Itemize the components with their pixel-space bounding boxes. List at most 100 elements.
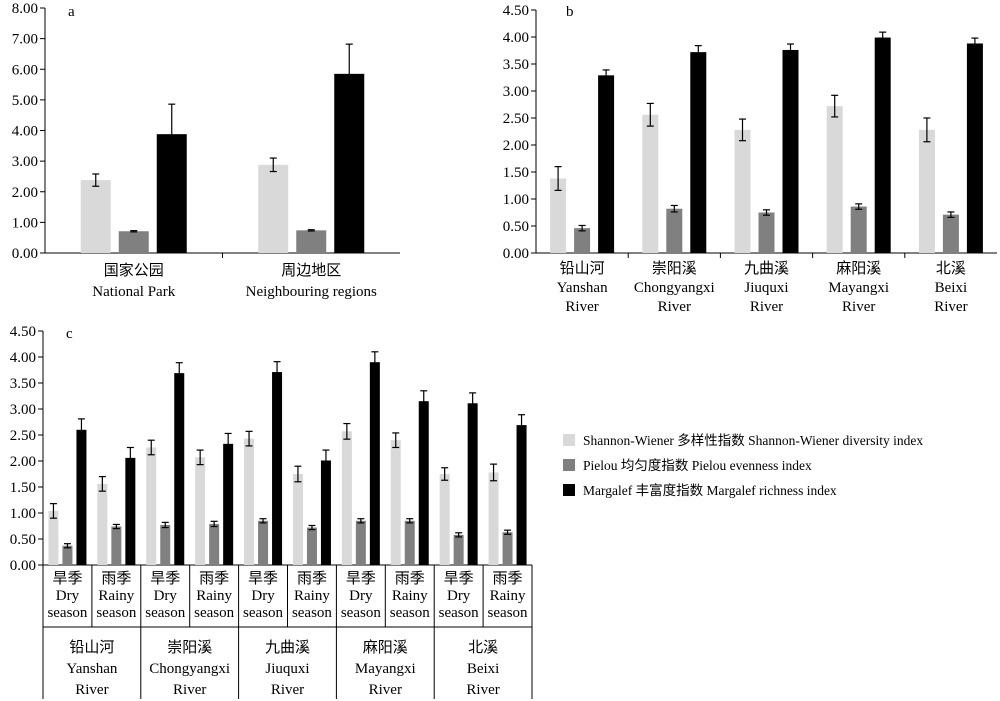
panel-c-season-cn: 雨季	[199, 570, 229, 587]
panel-c-shannon-bar	[244, 438, 255, 565]
panel-b-category-cn: 铅山河	[560, 260, 605, 277]
panel-b-label: b	[566, 4, 574, 20]
panel-b-y-tick-label: 3.00	[503, 84, 529, 100]
panel-c-pielou-bar	[306, 527, 317, 565]
panel-b-y-tick-label: 1.00	[503, 192, 529, 208]
panel-b-margalef-bar	[782, 49, 799, 254]
panel-c-margalef-bar	[125, 457, 136, 565]
panel-c-y-tick-label: 4.00	[10, 350, 36, 366]
panel-a-y-tick-label: 0.00	[12, 246, 38, 262]
panel-a-chart: 0.00 1.00 2.00 3.00 4.00 5.00 6.00 7.00 8.00 国家公园…	[12, 1, 400, 300]
legend-label-margalef: Margalef 丰富度指数 Margalef richness index	[583, 482, 837, 498]
panel-b-y-tick-label: 4.50	[503, 3, 529, 19]
panel-b-category-en: River	[934, 299, 967, 315]
panel-b-y-tick-label: 0.00	[503, 246, 529, 262]
panel-c-season-en: season	[390, 605, 430, 621]
panel-c-season-cn: 雨季	[395, 570, 425, 587]
panel-b-category-cn: 九曲溪	[744, 260, 789, 277]
panel-c-pielou-bar	[111, 526, 122, 565]
panel-a-category-en: Neighbouring regions	[246, 284, 377, 300]
panel-c-season-cn: 雨季	[297, 570, 327, 587]
panel-b-category-en: Yanshan	[557, 280, 608, 296]
panel-b-category-cn: 麻阳溪	[836, 260, 881, 277]
panel-b-shannon-bar	[918, 129, 935, 253]
panel-a-shannon-bar	[258, 164, 289, 253]
panel-c-river-en: River	[369, 682, 402, 698]
panel-c-margalef-bar	[174, 373, 185, 565]
panel-c-shannon-bar	[390, 440, 401, 565]
panel-c-season-en: season	[96, 605, 136, 621]
panel-c-margalef-bar	[76, 429, 87, 565]
panel-b-category-en: Jiuquxi	[744, 280, 788, 296]
panel-c-season-en: Rainy	[196, 588, 232, 604]
legend-swatch-pielou	[563, 459, 575, 471]
panel-c-shannon-bar	[439, 474, 450, 565]
panel-c-season-cn: 雨季	[101, 570, 131, 587]
panel-c-season-en: season	[341, 605, 381, 621]
panel-c-label: c	[66, 326, 73, 342]
panel-c-y-tick-label: 0.00	[10, 558, 36, 574]
panel-c-season-en: Dry	[154, 588, 178, 604]
legend-swatch-shannon	[563, 434, 575, 446]
panel-b-pielou-bar	[942, 214, 959, 253]
panel-a-y-tick-label: 7.00	[12, 32, 38, 48]
panel-c-season-en: season	[194, 605, 234, 621]
panel-c-shannon-bar	[341, 431, 352, 565]
panel-b-shannon-bar	[550, 178, 567, 253]
panel-c-shannon-bar	[488, 472, 499, 565]
panel-c-season-cn: 旱季	[150, 570, 180, 587]
panel-b-pielou-bar	[758, 212, 775, 253]
panel-c-river-cn: 麻阳溪	[363, 639, 408, 656]
panel-c-pielou-bar	[355, 520, 366, 565]
panel-c-river-cn: 九曲溪	[265, 639, 310, 656]
panel-a-y-tick-label: 3.00	[12, 154, 38, 170]
legend: Shannon-Wiener 多样性指数 Shannon-Wiener dive…	[563, 432, 923, 498]
panel-a-y-tick-label: 4.00	[12, 124, 38, 140]
legend-label-pielou: Pielou 均匀度指数 Pielou evenness index	[583, 458, 812, 473]
panel-c-y-tick-label: 3.50	[10, 376, 36, 392]
panel-c-chart: 0.00 0.50 1.00 1.50 2.00 2.50 3.00 3.50 4.00 4.50…	[10, 324, 533, 699]
panel-c-season-en: season	[488, 605, 528, 621]
panel-c-river-en: River	[271, 682, 304, 698]
panel-a-pielou-bar	[296, 230, 327, 253]
panel-b-chart: 0.00 0.50 1.00 1.50 2.00 2.50 3.00 3.50 4.00 4.50…	[503, 3, 997, 315]
panel-c-season-cn: 雨季	[493, 570, 523, 587]
panel-a-y-tick-label: 5.00	[12, 93, 38, 109]
panel-c-pielou-bar	[502, 532, 513, 565]
panel-c-river-en: River	[173, 682, 206, 698]
panel-b-shannon-bar	[642, 114, 659, 253]
panel-b-y-tick-label: 0.50	[503, 219, 529, 235]
panel-b-margalef-bar	[598, 75, 615, 253]
panel-c-river-en: Chongyangxi	[149, 661, 230, 677]
panel-c-margalef-bar	[516, 425, 527, 565]
panel-c-margalef-bar	[369, 362, 380, 565]
panel-c-season-en: season	[145, 605, 185, 621]
panel-c-river-en: River	[75, 682, 108, 698]
panel-c-y-tick-label: 4.50	[10, 324, 36, 340]
panel-c-pielou-bar	[62, 545, 73, 565]
panel-b-margalef-bar	[966, 43, 983, 254]
panel-c-shannon-bar	[97, 483, 108, 565]
panel-b-y-tick-label: 4.00	[503, 30, 529, 46]
legend-swatch-margalef	[563, 484, 575, 496]
panel-b-category-cn: 崇阳溪	[652, 260, 697, 277]
panel-b-margalef-bar	[690, 52, 707, 254]
legend-label-shannon: Shannon-Wiener 多样性指数 Shannon-Wiener dive…	[583, 432, 923, 448]
panel-b-pielou-bar	[850, 206, 867, 253]
panel-b-category-en: River	[658, 299, 691, 315]
panel-c-y-tick-label: 0.50	[10, 532, 36, 548]
panel-c-season-cn: 旱季	[444, 570, 474, 587]
panel-a-label: a	[68, 4, 75, 20]
panel-c-river-en: River	[466, 682, 499, 698]
panel-b-y-tick-label: 1.50	[503, 165, 529, 181]
panel-c-shannon-bar	[195, 457, 206, 565]
panel-a-category-cn: 周边地区	[281, 262, 341, 279]
panel-c-season-en: season	[439, 605, 479, 621]
panel-c-season-cn: 旱季	[248, 570, 278, 587]
panel-c-shannon-bar	[146, 447, 157, 565]
panel-c-river-en: Mayangxi	[355, 661, 416, 677]
panel-c-pielou-bar	[209, 523, 220, 565]
panel-c-river-en: Jiuquxi	[265, 661, 309, 677]
panel-c-shannon-bar	[292, 474, 303, 565]
